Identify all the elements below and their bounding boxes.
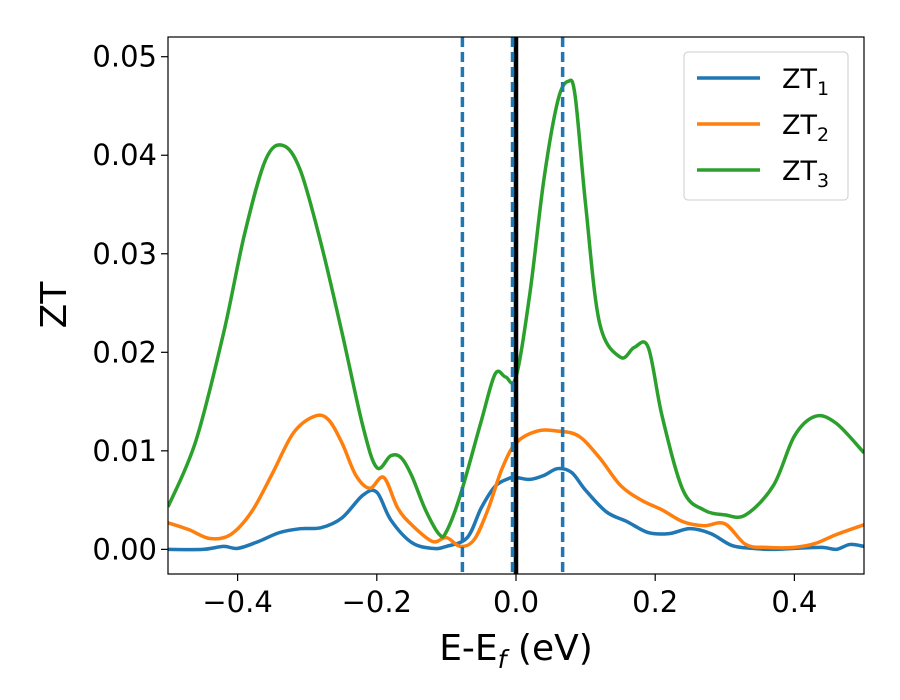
x-tick-label: 0.4 [771,585,817,619]
legend-label-1: ZT1 [782,64,829,100]
y-tick-label: 0.02 [92,335,157,369]
legend-label-2: ZT2 [782,110,829,146]
y-tick-label: 0.05 [92,40,157,74]
y-tick-label: 0.01 [92,434,157,468]
series-line-2 [168,413,864,550]
x-axis-title-unit: (eV) [506,628,592,669]
legend-box [683,51,849,201]
x-tick-label: −0.4 [202,585,272,619]
y-axis-title: ZT [34,281,75,329]
y-tick-label: 0.04 [92,138,157,172]
axis-ticks: −0.4 −0.2 0.0 0.2 0.4 0.00 0.01 0.02 0.03 0.04 0.0… [92,40,817,619]
x-axis-title-main: E-E [439,628,497,669]
legend-label-3: ZT3 [782,156,829,192]
legend: ZT1 ZT2 ZT3 [683,51,849,201]
y-tick-label: 0.03 [92,237,157,271]
y-tick-label: 0.00 [92,532,157,566]
x-axis-title: E-Ef (eV) [439,628,593,674]
x-tick-label: 0.0 [493,585,539,619]
x-tick-label: −0.2 [342,585,412,619]
x-tick-label: 0.2 [632,585,678,619]
series-line-3 [168,78,864,539]
plot-area [168,37,864,574]
